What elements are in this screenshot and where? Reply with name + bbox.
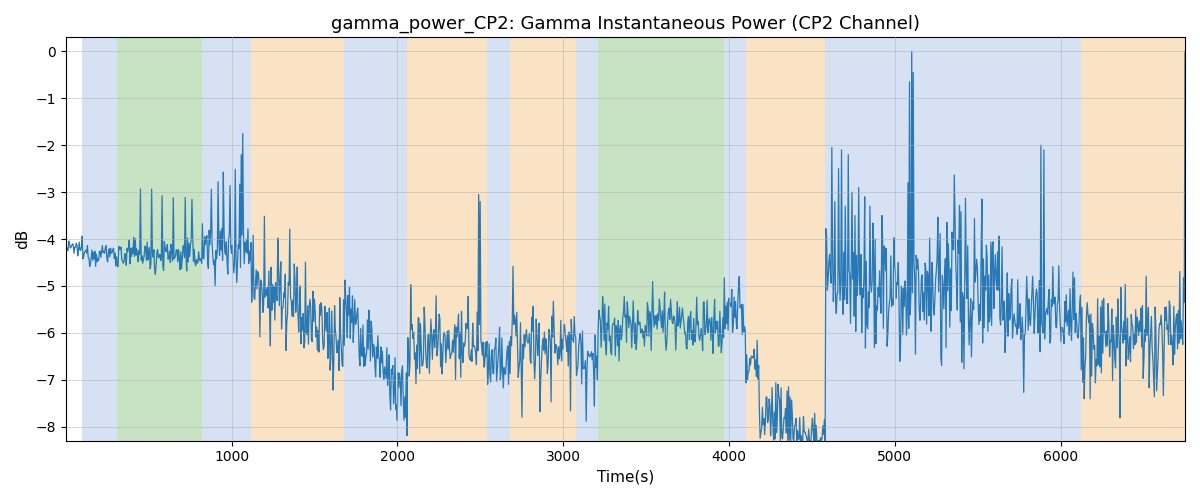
- Bar: [83, 38, 118, 440]
- Bar: [118, 38, 202, 440]
- Bar: [252, 38, 344, 440]
- Bar: [1080, 38, 1184, 440]
- Bar: [487, 38, 510, 440]
- Bar: [344, 38, 407, 440]
- Bar: [407, 38, 487, 440]
- Bar: [510, 38, 576, 440]
- X-axis label: Time(s): Time(s): [596, 470, 654, 485]
- Bar: [724, 38, 745, 440]
- Bar: [826, 38, 1004, 440]
- Bar: [745, 38, 826, 440]
- Title: gamma_power_CP2: Gamma Instantaneous Power (CP2 Channel): gamma_power_CP2: Gamma Instantaneous Pow…: [331, 15, 920, 34]
- Y-axis label: dB: dB: [16, 229, 30, 249]
- Bar: [202, 38, 252, 440]
- Bar: [1004, 38, 1080, 440]
- Bar: [576, 38, 598, 440]
- Bar: [598, 38, 724, 440]
